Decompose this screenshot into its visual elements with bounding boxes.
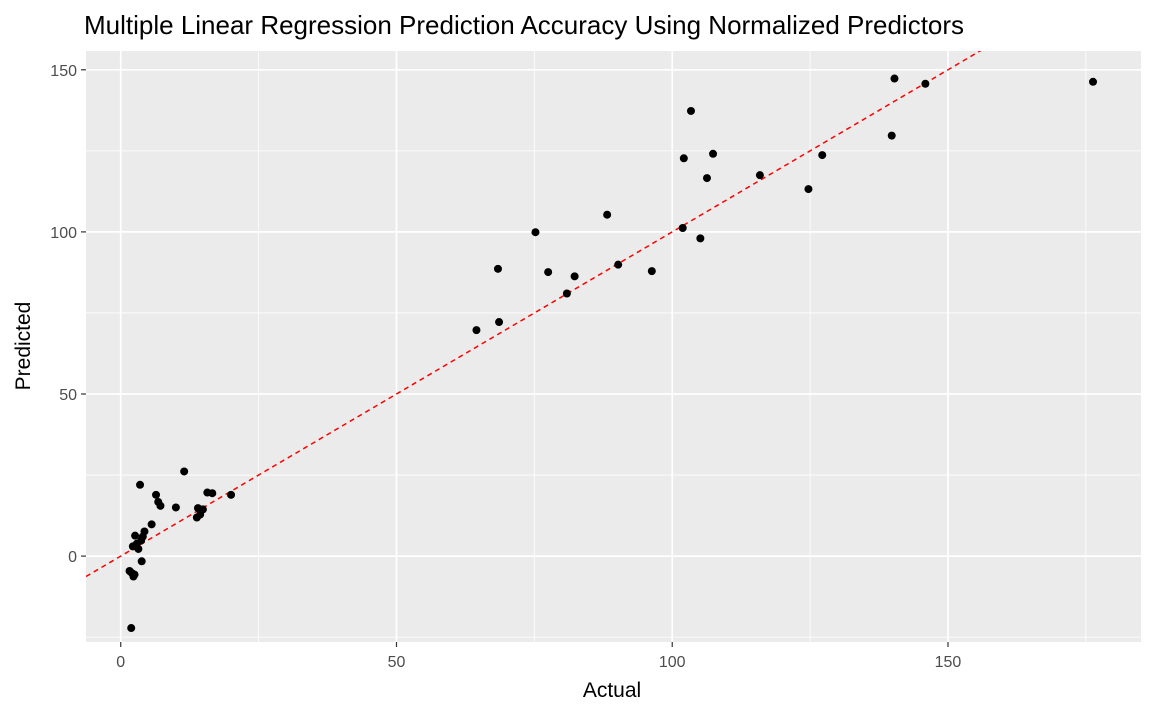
data-point: [130, 570, 139, 579]
data-point: [472, 326, 481, 335]
data-point: [1089, 77, 1098, 86]
data-point: [495, 318, 504, 327]
data-point: [678, 224, 687, 233]
y-axis-ticks: 0 50 100 150: [50, 63, 86, 566]
data-point: [493, 264, 502, 273]
x-tick-label: 0: [116, 654, 125, 671]
data-point: [156, 501, 165, 510]
data-point: [198, 505, 207, 514]
y-tick-label: 150: [50, 63, 77, 80]
data-point: [562, 289, 571, 298]
data-point: [702, 174, 711, 183]
x-tick-label: 50: [388, 654, 406, 671]
data-point: [127, 624, 136, 633]
major-gridlines: [86, 51, 1141, 642]
minor-gridlines: [86, 51, 1141, 642]
data-point: [603, 210, 612, 219]
data-point: [531, 228, 540, 237]
data-point: [208, 489, 217, 498]
data-point: [921, 79, 930, 88]
y-tick-label: 100: [50, 225, 77, 242]
data-point: [152, 490, 161, 499]
data-point: [544, 268, 553, 277]
chart-title: Multiple Linear Regression Prediction Ac…: [84, 10, 964, 40]
data-point: [818, 151, 827, 160]
data-point: [570, 272, 579, 281]
data-point: [686, 106, 695, 115]
data-point: [647, 267, 656, 276]
plot-panel: [86, 51, 1141, 642]
y-axis-title: Predicted: [12, 302, 35, 391]
data-point: [887, 131, 896, 140]
data-point: [709, 149, 718, 158]
data-point: [890, 74, 899, 83]
x-tick-label: 100: [659, 654, 686, 671]
data-point: [180, 467, 189, 476]
data-point: [804, 185, 813, 194]
data-point: [755, 171, 764, 180]
data-point: [147, 520, 156, 529]
y-tick-label: 50: [59, 387, 77, 404]
data-point: [679, 154, 688, 163]
data-point: [137, 557, 146, 566]
y-tick-label: 0: [68, 549, 77, 566]
reference-line: [86, 51, 982, 578]
x-axis-ticks: 0 50 100 150: [116, 642, 961, 671]
data-point: [614, 260, 623, 269]
data-point: [696, 234, 705, 243]
data-point: [131, 531, 140, 540]
data-points: [125, 74, 1098, 633]
data-point: [136, 480, 145, 489]
data-point: [134, 544, 143, 553]
x-tick-label: 150: [935, 654, 962, 671]
data-point: [227, 490, 236, 499]
data-point: [140, 527, 149, 536]
x-axis-title: Actual: [583, 679, 641, 702]
data-point: [171, 503, 180, 512]
